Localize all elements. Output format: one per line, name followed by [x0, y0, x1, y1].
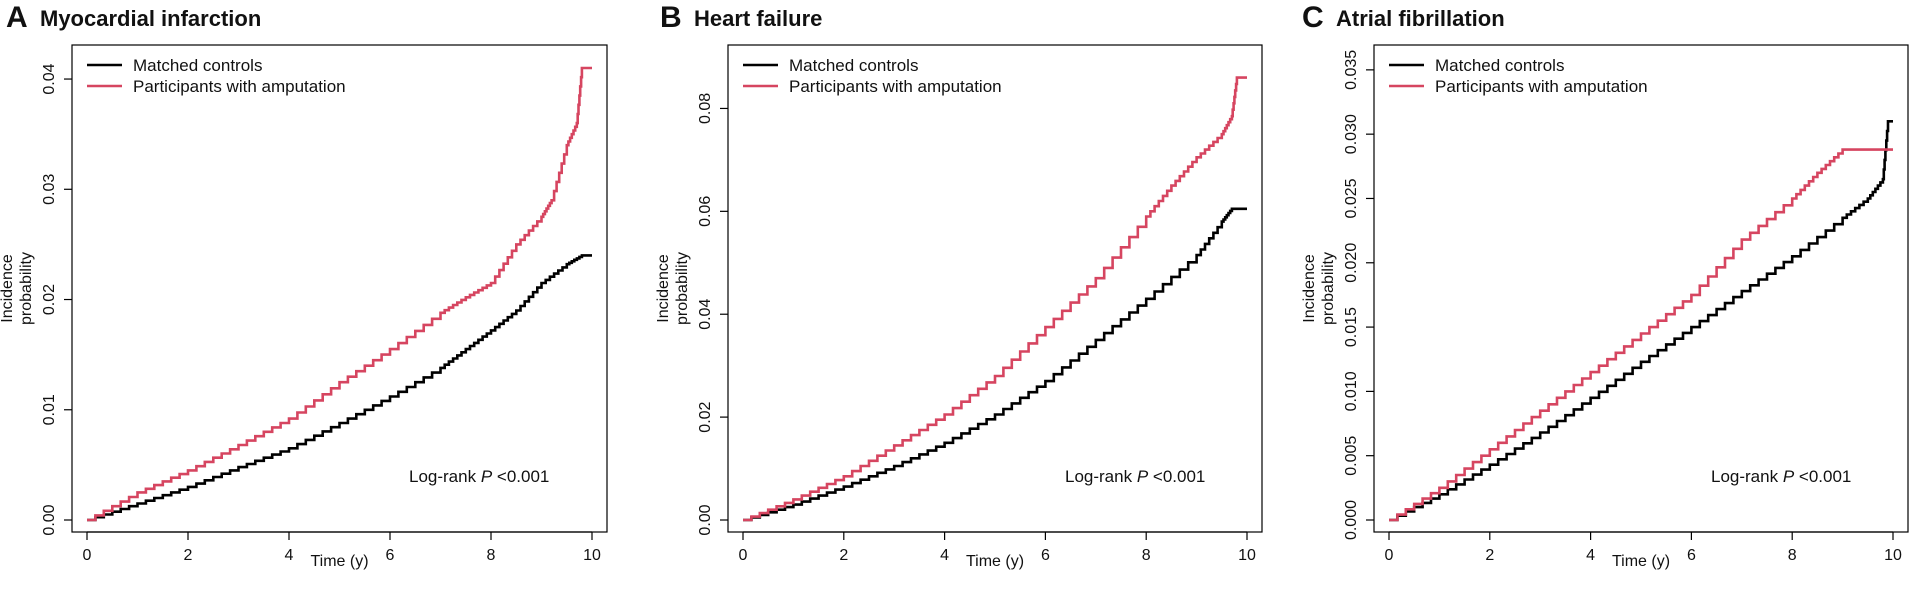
x-tick-label: 8 — [1142, 547, 1151, 564]
y-tick-label: 0.005 — [1343, 436, 1360, 476]
x-tick-label: 8 — [1788, 547, 1797, 564]
x-axis-label: Time (y) — [310, 553, 368, 570]
x-tick-label: 6 — [386, 547, 395, 564]
y-tick-label: 0.02 — [41, 284, 58, 315]
series-line-participants-with-amputation — [87, 66, 592, 522]
logrank-annotation: Log-rank P <0.001 — [1711, 467, 1851, 486]
x-tick-label: 8 — [487, 547, 496, 564]
legend-label: Participants with amputation — [789, 77, 1002, 96]
series-line-matched-controls — [1389, 120, 1893, 522]
y-tick-label: 0.01 — [41, 394, 58, 425]
panel-b: B Heart failure 0 2 4 6 8 10 Time (y) 0.00 0.02 0.0… — [655, 1, 1263, 570]
legend-label: Matched controls — [1435, 56, 1564, 75]
y-axis-label: Incidence probability — [0, 252, 35, 325]
plot-frame — [727, 44, 1263, 533]
panel-letter: A — [6, 1, 28, 34]
panel-title: Atrial fibrillation — [1336, 6, 1505, 31]
legend-label: Matched controls — [133, 56, 262, 75]
y-tick-label: 0.04 — [41, 63, 58, 94]
y-tick-label: 0.02 — [697, 401, 714, 432]
y-tick-label: 0.025 — [1343, 178, 1360, 218]
panel-title: Heart failure — [694, 6, 822, 31]
y-tick-label: 0.035 — [1343, 50, 1360, 90]
panel-title: Myocardial infarction — [40, 6, 261, 31]
x-tick-label: 10 — [1884, 547, 1902, 564]
x-tick-label: 0 — [83, 547, 92, 564]
x-tick-label: 2 — [1485, 547, 1494, 564]
x-tick-label: 4 — [285, 547, 294, 564]
series-line-matched-controls — [87, 254, 592, 522]
y-axis-label: Incidence probability — [1301, 252, 1337, 325]
plot-frame — [1373, 44, 1909, 533]
y-tick-label: 0.015 — [1343, 307, 1360, 347]
series-line-matched-controls — [743, 207, 1247, 522]
y-tick-label: 0.00 — [41, 504, 58, 535]
x-axis-label: Time (y) — [1612, 553, 1670, 570]
y-tick-label: 0.00 — [697, 504, 714, 535]
x-tick-label: 6 — [1041, 547, 1050, 564]
y-tick-label: 0.08 — [697, 93, 714, 124]
legend-label: Matched controls — [789, 56, 918, 75]
x-tick-label: 4 — [940, 547, 949, 564]
legend-label: Participants with amputation — [133, 77, 346, 96]
panel-letter: B — [660, 1, 682, 34]
legend-label: Participants with amputation — [1435, 77, 1648, 96]
x-tick-label: 10 — [583, 547, 601, 564]
y-tick-label: 0.020 — [1343, 243, 1360, 283]
panel-letter: C — [1302, 1, 1324, 34]
y-tick-label: 0.03 — [41, 174, 58, 205]
x-tick-label: 2 — [184, 547, 193, 564]
y-tick-label: 0.010 — [1343, 371, 1360, 411]
x-tick-label: 6 — [1687, 547, 1696, 564]
panel-a: A Myocardial infarction 0 2 4 6 8 10 Time (y) 0.0… — [0, 1, 608, 570]
y-axis-label: Incidence probability — [655, 252, 691, 325]
series-line-participants-with-amputation — [743, 76, 1247, 522]
logrank-annotation: Log-rank P <0.001 — [1065, 467, 1205, 486]
x-tick-label: 0 — [1385, 547, 1394, 564]
series-line-participants-with-amputation — [1389, 148, 1893, 522]
panel-c: C Atrial fibrillation 0 2 4 6 8 10 Time (y) 0.000… — [1301, 1, 1909, 570]
y-tick-label: 0.04 — [697, 299, 714, 330]
x-tick-label: 2 — [839, 547, 848, 564]
y-tick-label: 0.06 — [697, 196, 714, 227]
logrank-annotation: Log-rank P <0.001 — [409, 467, 549, 486]
x-tick-label: 10 — [1238, 547, 1256, 564]
plot-frame — [71, 44, 608, 533]
y-tick-label: 0.030 — [1343, 114, 1360, 154]
x-axis-label: Time (y) — [966, 553, 1024, 570]
x-tick-label: 4 — [1586, 547, 1595, 564]
x-tick-label: 0 — [739, 547, 748, 564]
y-tick-label: 0.000 — [1343, 500, 1360, 540]
